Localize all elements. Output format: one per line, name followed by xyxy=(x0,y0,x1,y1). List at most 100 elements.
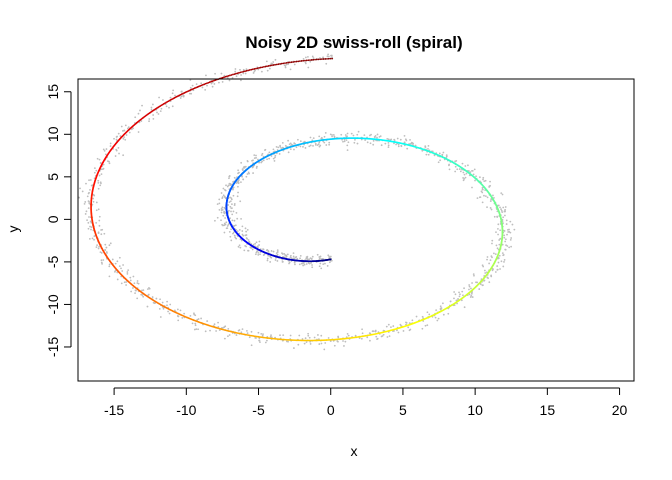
spiral-point xyxy=(316,339,319,342)
spiral-point xyxy=(326,57,328,60)
noise-point xyxy=(496,268,499,271)
noise-point xyxy=(478,288,481,290)
noise-point xyxy=(229,235,232,238)
noise-point xyxy=(481,201,484,204)
noise-point xyxy=(247,249,249,252)
noise-point xyxy=(252,159,254,162)
noise-point xyxy=(91,237,94,240)
noise-point xyxy=(159,110,162,113)
noise-point xyxy=(257,251,260,254)
noise-point xyxy=(233,176,236,179)
noise-point xyxy=(327,337,330,339)
spiral-point xyxy=(227,74,230,77)
noise-point xyxy=(246,159,249,162)
noise-point xyxy=(504,238,507,241)
noise-point xyxy=(90,226,93,229)
noise-point xyxy=(133,282,136,285)
noise-point xyxy=(142,295,145,298)
noise-point xyxy=(105,148,108,150)
noise-point xyxy=(308,336,311,339)
noise-point xyxy=(293,260,296,263)
noise-point xyxy=(148,120,150,123)
noise-point xyxy=(227,335,229,338)
noise-point xyxy=(318,135,321,138)
noise-point xyxy=(441,302,444,305)
y-tick-label: 15 xyxy=(45,84,61,100)
spiral-point xyxy=(310,59,313,61)
noise-point xyxy=(225,184,227,187)
noise-point xyxy=(311,264,313,266)
noise-point xyxy=(250,330,253,333)
spiral-point xyxy=(290,339,293,341)
noise-point xyxy=(239,238,242,241)
x-tick-label: 15 xyxy=(540,402,556,418)
noise-point xyxy=(161,301,164,304)
noise-point xyxy=(98,245,100,248)
noise-point xyxy=(372,139,375,142)
noise-point xyxy=(333,344,336,347)
noise-point xyxy=(489,184,492,187)
spiral-point xyxy=(329,57,332,60)
spiral-point xyxy=(312,58,315,61)
noise-point xyxy=(494,271,497,273)
noise-point xyxy=(191,322,194,325)
noise-point xyxy=(89,179,92,181)
noise-point xyxy=(99,181,102,184)
noise-point xyxy=(258,339,260,342)
noise-point xyxy=(109,142,112,145)
noise-point xyxy=(496,216,499,218)
noise-point xyxy=(84,213,87,215)
noise-point xyxy=(502,206,505,209)
spiral-point xyxy=(324,58,327,60)
noise-point xyxy=(228,182,231,185)
noise-point xyxy=(309,136,312,139)
noise-point xyxy=(139,109,141,112)
noise-point xyxy=(275,145,278,148)
spiral-point xyxy=(330,338,333,341)
noise-point xyxy=(87,207,90,210)
noise-point xyxy=(204,330,207,333)
noise-point xyxy=(409,328,412,331)
noise-points-layer xyxy=(77,53,516,351)
spiral-point xyxy=(278,338,281,341)
noise-point xyxy=(287,151,290,154)
noise-point xyxy=(306,258,309,261)
noise-point xyxy=(116,278,119,281)
noise-point xyxy=(360,337,363,340)
noise-point xyxy=(118,265,121,268)
noise-point xyxy=(262,248,264,251)
noise-point xyxy=(218,202,221,205)
noise-point xyxy=(465,172,468,175)
noise-point xyxy=(130,290,133,293)
noise-point xyxy=(150,106,153,109)
noise-point xyxy=(369,339,371,342)
spiral-point xyxy=(239,71,242,74)
noise-point xyxy=(102,167,105,170)
noise-point xyxy=(269,261,272,263)
noise-point xyxy=(132,275,135,278)
noise-point xyxy=(491,239,494,242)
noise-point xyxy=(87,221,90,224)
noise-point xyxy=(124,124,127,127)
noise-point xyxy=(509,220,512,223)
y-tick-label: 5 xyxy=(45,173,61,181)
noise-point xyxy=(230,198,233,201)
noise-point xyxy=(259,253,261,256)
noise-point xyxy=(152,117,155,120)
noise-point xyxy=(439,305,442,308)
spiral-point xyxy=(302,59,305,62)
noise-point xyxy=(237,179,240,182)
spiral-point xyxy=(233,73,236,75)
noise-point xyxy=(261,334,264,337)
noise-point xyxy=(261,152,264,155)
noise-point xyxy=(162,99,164,101)
noise-point xyxy=(480,190,483,193)
spiral-point xyxy=(328,339,331,341)
noise-point xyxy=(88,179,90,182)
noise-point xyxy=(152,103,154,106)
noise-point xyxy=(213,323,216,326)
noise-point xyxy=(220,219,222,222)
noise-point xyxy=(489,200,492,202)
noise-point xyxy=(103,149,106,152)
noise-point xyxy=(215,330,218,332)
